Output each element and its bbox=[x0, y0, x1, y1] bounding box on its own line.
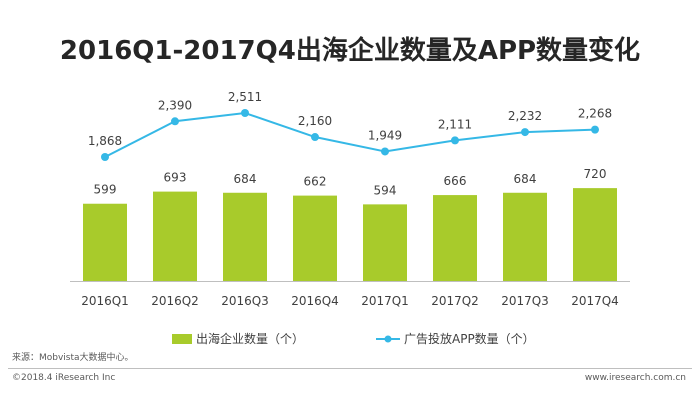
bar-2016Q4 bbox=[293, 195, 337, 281]
x-tick-label: 2016Q1 bbox=[81, 294, 129, 308]
line-value-label: 1,868 bbox=[88, 134, 122, 148]
x-tick-label: 2017Q1 bbox=[361, 294, 409, 308]
bar-2016Q1 bbox=[83, 203, 127, 281]
line-value-label: 2,390 bbox=[158, 98, 192, 112]
line-point-2017Q3 bbox=[521, 128, 529, 137]
x-tick-label: 2017Q2 bbox=[431, 294, 479, 308]
bar-value-label: 720 bbox=[584, 167, 607, 181]
legend-line-label: 广告投放APP数量（个） bbox=[404, 331, 535, 346]
x-tick-label: 2016Q4 bbox=[291, 294, 339, 308]
line-series: 1,868 2,390 2,511 2,160 1,949 2,111 2,232 2,268 bbox=[88, 90, 612, 161]
legend-line-marker bbox=[384, 335, 392, 343]
line-value-label: 2,268 bbox=[578, 107, 612, 121]
x-tick-label: 2016Q2 bbox=[151, 294, 199, 308]
copyright-text: ©2018.4 iResearch Inc bbox=[12, 373, 116, 383]
line-value-label: 2,511 bbox=[228, 90, 262, 104]
bar-value-label: 599 bbox=[94, 183, 117, 197]
bar-2017Q4 bbox=[573, 188, 617, 281]
chart-title: 2016Q1-2017Q4出海企业数量及APP数量变化 bbox=[59, 36, 641, 66]
line-point-2016Q2 bbox=[171, 117, 179, 126]
x-tick-label: 2016Q3 bbox=[221, 294, 269, 308]
legend-bar-swatch bbox=[172, 334, 192, 344]
bar-2017Q2 bbox=[433, 195, 477, 281]
line-point-2016Q1 bbox=[101, 153, 109, 161]
legend: 出海企业数量（个） 广告投放APP数量（个） bbox=[172, 331, 535, 346]
line-value-label: 1,949 bbox=[368, 128, 402, 142]
line-point-2016Q4 bbox=[311, 133, 319, 142]
website-url: www.iresearch.com.cn bbox=[584, 373, 686, 383]
bar-2016Q3 bbox=[223, 192, 267, 281]
x-axis: 2016Q1 2016Q2 2016Q3 2016Q4 2017Q1 2017Q2 2017… bbox=[70, 281, 630, 308]
bar-2017Q1 bbox=[363, 204, 407, 281]
bar-value-label: 594 bbox=[374, 183, 397, 197]
line-value-label: 2,111 bbox=[438, 117, 472, 131]
bar-value-label: 666 bbox=[444, 174, 467, 188]
source-note: 来源：Mobvista大数据中心。 bbox=[12, 353, 134, 363]
line-point-2017Q2 bbox=[451, 136, 459, 145]
legend-bar-label: 出海企业数量（个） bbox=[196, 331, 304, 346]
bar-2016Q2 bbox=[153, 191, 197, 281]
line-point-2017Q4 bbox=[591, 125, 599, 134]
bar-value-label: 662 bbox=[304, 175, 327, 189]
line-point-2016Q3 bbox=[241, 109, 249, 117]
bar-value-label: 684 bbox=[514, 172, 537, 186]
line-value-label: 2,232 bbox=[508, 109, 542, 123]
line-value-label: 2,160 bbox=[298, 114, 332, 128]
footer-divider bbox=[8, 368, 692, 369]
bar-series: 599 693 684 662 594 666 684 720 bbox=[83, 167, 617, 281]
x-tick-label: 2017Q4 bbox=[571, 294, 619, 308]
x-tick-label: 2017Q3 bbox=[501, 294, 549, 308]
bar-value-label: 693 bbox=[164, 171, 187, 185]
line-point-2017Q1 bbox=[381, 147, 389, 156]
line-path bbox=[104, 111, 596, 158]
bar-value-label: 684 bbox=[234, 172, 257, 186]
bar-2017Q3 bbox=[503, 192, 547, 281]
